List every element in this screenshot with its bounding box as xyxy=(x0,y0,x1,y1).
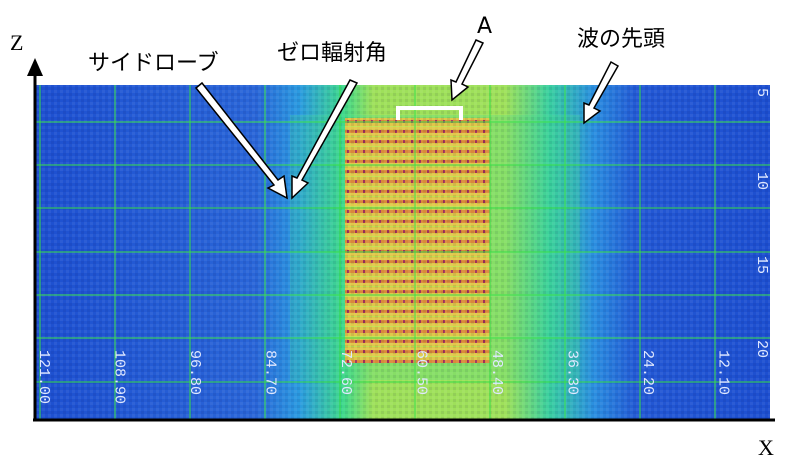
bottom-label: 121.00 xyxy=(35,350,52,404)
z-axis-label: Z xyxy=(10,30,23,55)
right-label: 15 xyxy=(753,256,770,274)
bottom-label: 84.70 xyxy=(262,350,279,395)
bottom-label: 36.30 xyxy=(564,350,581,395)
annotation: 波の先頭 xyxy=(577,27,665,52)
bottom-label: 108.90 xyxy=(111,350,128,404)
bottom-label: 12.10 xyxy=(715,350,732,395)
annotation: ゼロ輻射角 xyxy=(277,41,387,66)
right-label: 5 xyxy=(753,88,770,97)
right-label: 20 xyxy=(753,340,770,358)
bottom-label: 72.60 xyxy=(337,350,354,395)
x-axis-label: X xyxy=(758,435,774,460)
right-label: 10 xyxy=(753,172,770,190)
figure: 121.00 108.90 96.80 84.70 72.60 60.50 48.40 36.… xyxy=(0,0,789,462)
bottom-label: 60.50 xyxy=(413,350,430,395)
annotation: サイドローブ xyxy=(88,51,219,76)
annotation: A xyxy=(477,14,492,39)
bottom-label: 24.20 xyxy=(639,350,656,395)
bottom-label: 48.40 xyxy=(488,350,505,395)
bottom-label: 96.80 xyxy=(186,350,203,395)
